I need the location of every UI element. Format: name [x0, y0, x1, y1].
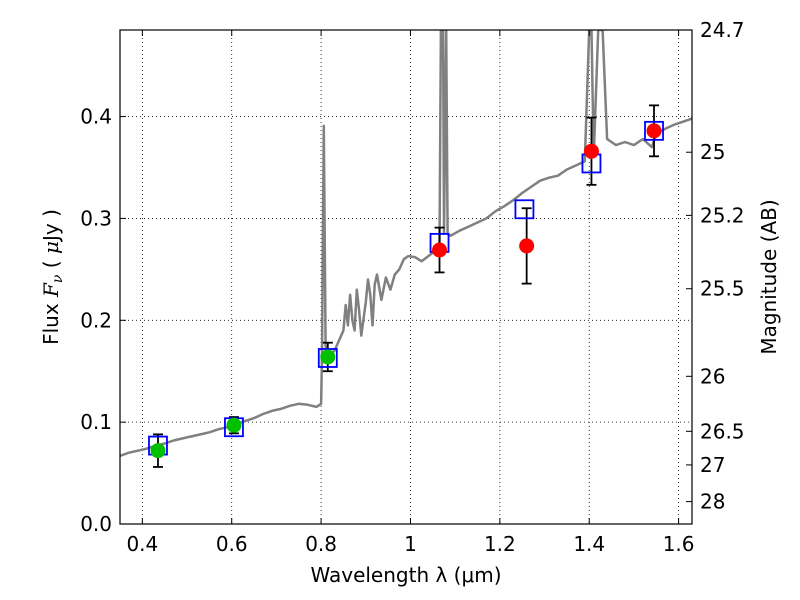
red-data-point — [519, 238, 535, 254]
green-data-point — [150, 443, 166, 459]
spectrum-layer — [120, 30, 692, 457]
red-data-point — [646, 123, 662, 139]
model-point-square — [317, 348, 338, 368]
x-tick-label: 1 — [404, 532, 417, 556]
points-layer — [148, 104, 664, 468]
right-axis-label: Magnitude (AB) — [757, 199, 781, 354]
right-tick-label: 25.2 — [700, 203, 745, 227]
y-tick-label: 0.0 — [80, 512, 112, 536]
x-tick-label: 0.4 — [126, 532, 158, 556]
red-data-point — [583, 143, 599, 159]
y-tick-label: 0.3 — [80, 206, 112, 230]
x-tick-label: 1.4 — [573, 532, 605, 556]
right-tick-label: 25 — [700, 140, 725, 164]
right-tick-label: 25.5 — [700, 277, 745, 301]
x-tick-label: 1.6 — [663, 532, 695, 556]
x-tick-label: 0.8 — [305, 532, 337, 556]
y-tick-label: 0.1 — [80, 410, 112, 434]
x-axis-label: Wavelength λ (μm) — [310, 563, 501, 587]
x-tick-label: 1.2 — [484, 532, 516, 556]
model-point-square — [514, 199, 535, 220]
right-tick-label: 24.7 — [700, 18, 745, 42]
right-tick-label: 27 — [700, 453, 725, 477]
red-data-point — [432, 242, 448, 258]
x-tick-label: 0.6 — [216, 532, 248, 556]
y-tick-label: 0.4 — [80, 105, 112, 129]
right-tick-label: 26 — [700, 364, 725, 388]
right-tick-label: 26.5 — [700, 419, 745, 443]
model-point-square — [644, 120, 664, 141]
y-tick-label: 0.2 — [80, 308, 112, 332]
right-tick-label: 28 — [700, 490, 725, 514]
ticks-layer: 0.4 0.6 0.8 1 1.2 1.4 1.6 0.0 0.1 0.2 0.3 0.4 24.7 25… — [80, 18, 744, 556]
spectrum-line — [120, 30, 692, 457]
plot-frame — [119, 29, 693, 525]
green-data-point — [320, 349, 336, 365]
y-axis-label: Flux Fν ( μJy ) — [39, 209, 66, 345]
green-data-point — [226, 417, 242, 433]
